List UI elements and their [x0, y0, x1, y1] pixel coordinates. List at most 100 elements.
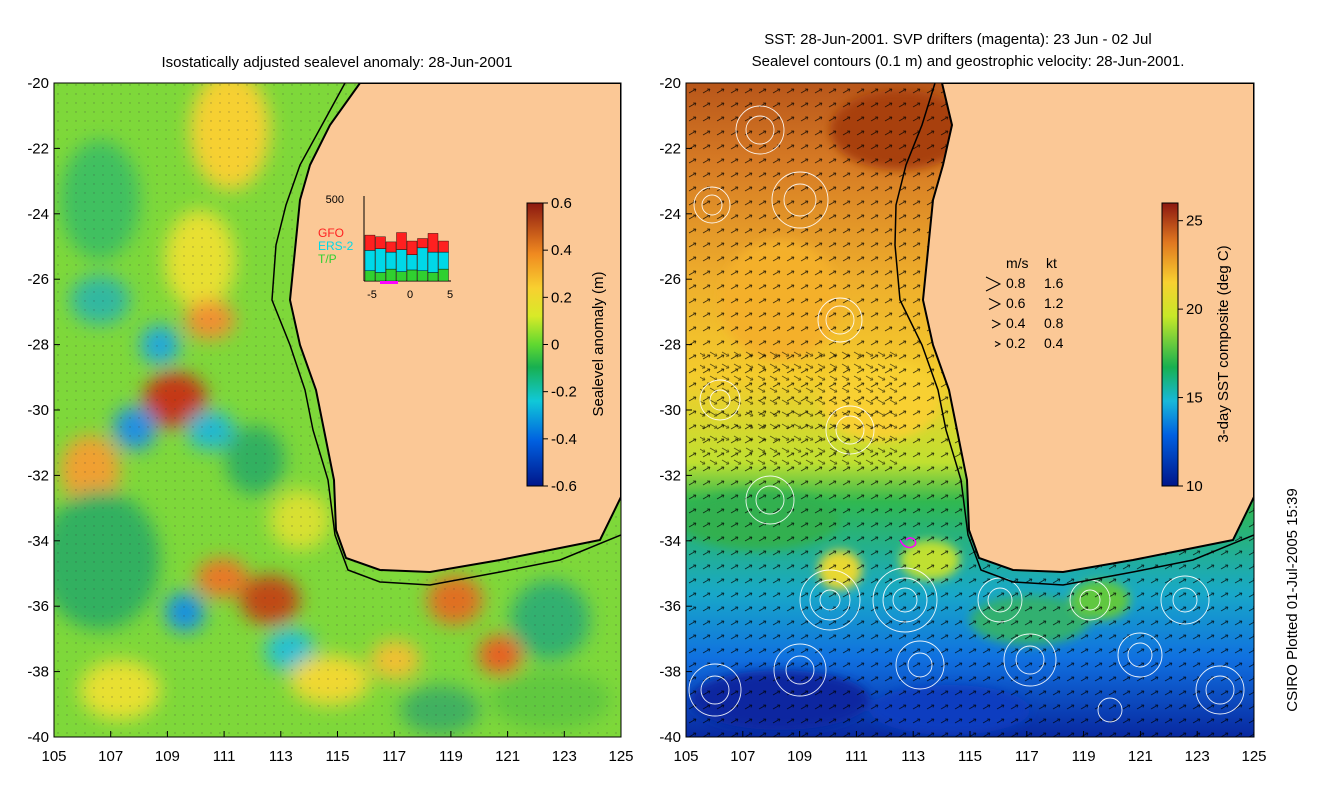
inset-bar-tp	[364, 270, 376, 282]
right-lon-label: 115	[958, 748, 982, 765]
right-lat-label: -28	[659, 337, 681, 354]
inset-bar-gfo	[417, 238, 428, 249]
inset-bar-gfo	[364, 234, 376, 251]
sla-colorbar: 0.6 0.4 0.2 0 -0.2 -0.4 -0.6 Sealevel anomaly …	[526, 195, 607, 495]
left-lon-label: 117	[382, 748, 406, 765]
right-lat-label: -32	[659, 467, 681, 484]
right-lon-label: 119	[1072, 748, 1096, 765]
right-lat-label: -40	[659, 729, 681, 746]
right-panel-title-line2: Sealevel contours (0.1 m) and geostrophi…	[752, 53, 1185, 70]
right-lat-labels: -20 -22 -24 -26 -28 -30 -32 -34 -36 -38 -40	[659, 75, 692, 746]
left-lon-label: 107	[98, 748, 123, 765]
right-lat-label: -20	[659, 75, 681, 92]
right-lon-labels: 105 107 109 111 113 115 117 119 121 123 125	[673, 731, 1267, 765]
right-panel: SST: 28-Jun-2001. SVP drifters (magenta)…	[659, 31, 1266, 765]
velocity-legend-ms: 0.4	[1006, 315, 1026, 331]
sst-colorbar-label: 3-day SST composite (deg C)	[1215, 245, 1232, 442]
sst-colorbar-tick-label: 25	[1186, 213, 1203, 230]
left-lon-label: 109	[155, 748, 180, 765]
left-lon-label: 121	[495, 748, 520, 765]
inset-bar-tp	[427, 272, 439, 282]
left-lat-label: -36	[27, 598, 49, 615]
right-lon-label: 109	[787, 748, 812, 765]
right-lat-label: -30	[659, 402, 681, 419]
sealevel-contours	[688, 105, 1245, 723]
sla-land	[288, 83, 621, 574]
sst-map	[686, 83, 1254, 737]
inset-bar-gfo	[385, 241, 397, 253]
left-lat-label: -30	[27, 402, 49, 419]
sla-colorbar-tick-label: 0	[551, 337, 559, 354]
left-panel-title: Isostatically adjusted sealevel anomaly:…	[161, 54, 512, 71]
inset-legend-tp: T/P	[318, 252, 337, 266]
left-lon-label: 119	[439, 748, 463, 765]
sst-land	[921, 83, 1254, 574]
inset-bar-tp	[385, 268, 397, 282]
velocity-legend-ms: 0.8	[1006, 275, 1026, 291]
inset-legend-gfo: GFO	[318, 226, 344, 240]
left-lon-label: 113	[269, 748, 293, 765]
velocity-legend-ms: 0.6	[1006, 295, 1026, 311]
inset-histogram: 500 GFO ERS-2 T/P -5 0 5	[318, 194, 453, 301]
sla-colorbar-label: Sealevel anomaly (m)	[590, 271, 607, 416]
velocity-legend-arrow	[994, 341, 1002, 347]
right-lon-label: 123	[1185, 748, 1210, 765]
right-lon-label: 105	[673, 748, 698, 765]
right-lon-label: 113	[901, 748, 925, 765]
left-lat-label: -20	[27, 75, 49, 92]
sla-colorbar-tick-label: 0.2	[551, 289, 572, 306]
left-lat-label: -22	[27, 140, 49, 157]
sst-colorbar-tick-label: 10	[1186, 478, 1203, 495]
sla-colorbar-tick-label: 0.4	[551, 242, 572, 259]
velocity-legend-rows: 0.8 1.6 0.6 1.2 0.4 0.8 0.2 0.4	[985, 275, 1064, 351]
velocity-legend-kt: 0.8	[1044, 315, 1064, 331]
inset-bar-ers	[417, 247, 428, 272]
left-lat-label: -32	[27, 467, 49, 484]
left-lon-labels: 105 107 109 111 113 115 117 119 121 123 125	[41, 731, 634, 765]
right-lon-label: 117	[1015, 748, 1039, 765]
svp-drifter-track	[899, 537, 917, 549]
sla-colorbar-ticks: 0.6 0.4 0.2 0 -0.2 -0.4 -0.6	[543, 195, 577, 495]
inset-bar-gfo	[396, 232, 407, 250]
inset-bar-gfo	[427, 233, 439, 253]
left-lon-label: 125	[608, 748, 633, 765]
velocity-legend-header-ms: m/s	[1006, 255, 1029, 271]
inset-drifter-period	[380, 281, 398, 284]
sla-colorbar-tick-label: -0.2	[551, 384, 577, 401]
inset-xtick-5: 5	[447, 289, 453, 301]
inset-bars	[364, 232, 449, 282]
inset-bar-tp	[406, 269, 418, 282]
sla-colorbar-tick-label: 0.6	[551, 195, 572, 212]
sla-map	[54, 83, 621, 737]
inset-bar-ers	[375, 248, 386, 273]
sst-colorbar-tick-label: 20	[1186, 301, 1203, 318]
left-lat-labels: -20 -22 -24 -26 -28 -30 -32 -34 -36 -38 -40	[27, 75, 60, 746]
left-lat-label: -24	[27, 206, 49, 223]
left-lon-label: 115	[326, 748, 350, 765]
right-lon-label: 111	[845, 748, 868, 765]
inset-bar-tp	[396, 271, 407, 282]
left-lat-label: -28	[27, 337, 49, 354]
right-lat-label: -36	[659, 598, 681, 615]
left-lon-label: 123	[552, 748, 577, 765]
sla-colorbar-tick-label: -0.6	[551, 478, 577, 495]
right-lon-label: 125	[1241, 748, 1266, 765]
right-lat-label: -24	[659, 206, 681, 223]
inset-bar-ers	[438, 251, 449, 270]
inset-xtick-0: 0	[407, 289, 413, 301]
right-lat-label: -22	[659, 140, 681, 157]
sla-shelf-line	[271, 83, 621, 586]
inset-bar-tp	[375, 272, 386, 282]
inset-bar-gfo	[375, 236, 386, 249]
plot-credit: CSIRO Plotted 01-Jul-2005 15:39	[1284, 488, 1301, 711]
inset-xtick-m5: -5	[367, 289, 377, 301]
inset-legend-ers2: ERS-2	[318, 239, 354, 253]
velocity-legend: m/s kt 0.8 1.6 0.6 1.2 0.4 0.8 0.2 0.4	[985, 255, 1064, 351]
inset-bar-ers	[364, 250, 376, 271]
sst-colorbar: 25 20 15 10 3-day SST composite (deg C)	[1161, 202, 1232, 495]
inset-ymax-label: 500	[326, 194, 344, 206]
velocity-legend-arrow	[991, 319, 1002, 329]
inset-bar-ers	[385, 251, 397, 270]
velocity-vectors-dense	[700, 350, 900, 470]
